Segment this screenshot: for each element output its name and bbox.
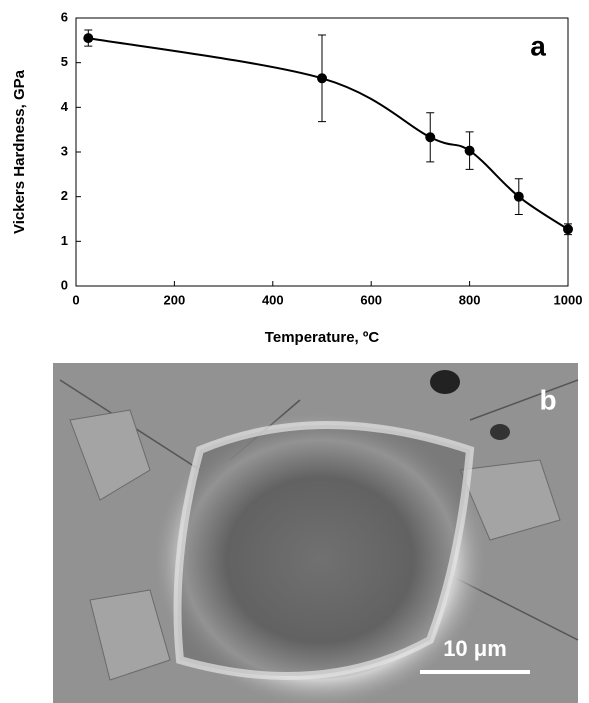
sem-image: 10 μm b bbox=[53, 363, 579, 703]
y-tick-label: 0 bbox=[61, 277, 68, 292]
y-tick-label: 5 bbox=[61, 54, 68, 69]
marker bbox=[317, 73, 327, 84]
marker bbox=[563, 224, 573, 235]
x-axis-title: Temperature, ºC bbox=[265, 329, 380, 346]
panel-label: b bbox=[539, 384, 556, 415]
y-tick-label: 3 bbox=[61, 143, 68, 158]
y-tick-label: 2 bbox=[61, 188, 68, 203]
marker bbox=[425, 132, 436, 143]
line bbox=[88, 37, 569, 231]
y-tick-label: 4 bbox=[61, 99, 69, 114]
x-tick-label: 800 bbox=[459, 292, 481, 307]
y-tick-label: 6 bbox=[61, 9, 68, 24]
x-tick-label: 0 bbox=[72, 292, 79, 307]
marker bbox=[513, 191, 524, 202]
y-tick-label: 1 bbox=[61, 233, 68, 248]
marker bbox=[83, 33, 94, 44]
x-tick-label: 600 bbox=[360, 292, 382, 307]
scale-bar-label: 10 μm bbox=[443, 636, 507, 661]
x-tick-label: 400 bbox=[262, 292, 284, 307]
panel-label: a bbox=[530, 30, 546, 61]
x-tick-label: 1000 bbox=[554, 292, 583, 307]
x-tick-label: 200 bbox=[164, 292, 186, 307]
marker bbox=[464, 145, 475, 156]
y-axis-title: Vickers Hardness, GPa bbox=[11, 69, 28, 234]
